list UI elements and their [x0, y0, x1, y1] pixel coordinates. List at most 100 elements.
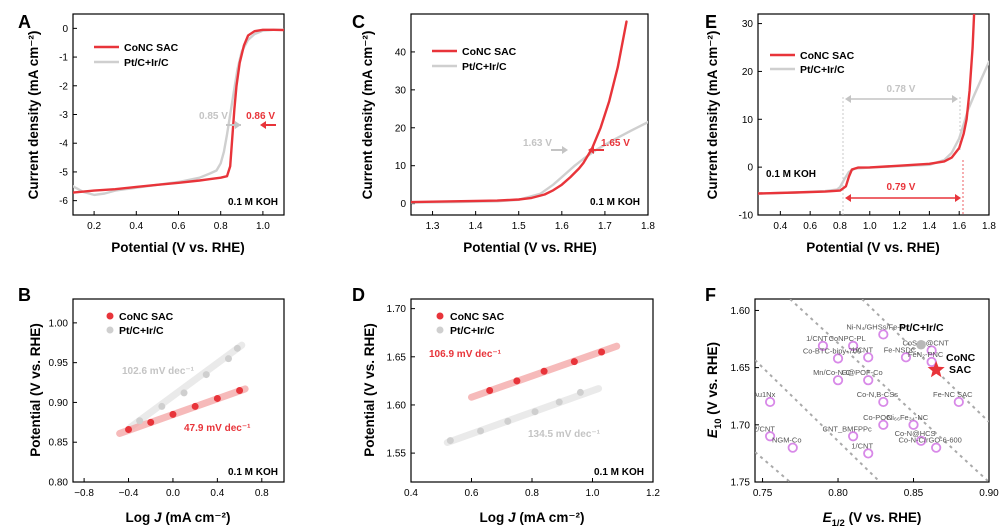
annotation-e12-ptc: 0.85 V: [199, 111, 228, 122]
x-tick-label: 1.2: [646, 488, 660, 499]
literature-label: Co-BTC-bipy-700: [803, 346, 861, 355]
electrolyte-label: 0.1 M KOH: [590, 197, 640, 208]
x-tick-label: 0.4: [210, 488, 224, 499]
y-tick-label: 1.65: [731, 363, 751, 374]
y-tick-label: -1: [59, 53, 68, 64]
panel-c: 1.3 1.4 1.5 1.6 1.7 1.8 0 10 20 30 40 CoNC SAC Pt/…: [360, 13, 655, 255]
literature-point: [817, 340, 829, 351]
y-axis-label: Potential (V vs. RHE): [362, 323, 377, 457]
y-tick-label: 0: [747, 163, 753, 174]
x-tick-label: 1.4: [922, 221, 936, 232]
conc-star-marker: [927, 360, 945, 378]
literature-label: 1/CNT: [806, 334, 828, 343]
axis-ticks: 0.2 0.4 0.6 0.8 1.0 -6 -5 -4 -3 -2 -1 0: [59, 24, 270, 232]
y-tick-label: 1.70: [387, 304, 407, 315]
arrow-head: [235, 121, 241, 129]
x-tick-label: −0.8: [74, 488, 94, 499]
series-line-conc: [758, 14, 976, 195]
x-tick-label: −0.4: [119, 488, 139, 499]
literature-point: [787, 442, 798, 453]
x-tick-label: 1.0: [586, 488, 600, 499]
diagonal-guide: [755, 359, 881, 482]
annotation-de-ptc: 0.78 V: [887, 84, 916, 95]
legend-label-ptc: Pt/C+Ir/C: [800, 64, 845, 76]
y-tick-label: 10: [395, 161, 407, 172]
fit-line: [127, 341, 246, 431]
fit-line: [116, 385, 249, 437]
label-ptc: Pt/C+Ir/C: [899, 322, 944, 334]
x-tick-label: 0.6: [803, 221, 817, 232]
legend-label-ptc: Pt/C+Ir/C: [462, 61, 507, 73]
y-axis-label: E10 (V vs. RHE): [705, 342, 724, 438]
x-axis-label-var: J: [154, 510, 162, 525]
y-tick-label: -6: [59, 196, 68, 207]
arrow-head: [955, 194, 961, 202]
tafel-slope-conc: 47.9 mV dec⁻¹: [184, 423, 251, 434]
legend-label-conc: CoNC SAC: [462, 46, 517, 58]
literature-label: Fe-NSDC: [884, 345, 917, 354]
legend-label-conc: CoNC SAC: [119, 311, 174, 323]
literature-label: Ni₆₆Fe₃₄-NC: [887, 413, 929, 422]
legend-label-ptc: Pt/C+Ir/C: [119, 325, 164, 337]
x-tick-label: 0.4: [773, 221, 787, 232]
x-axis-label-post: (V vs. RHE): [845, 510, 922, 525]
electrolyte-label: 0.1 M KOH: [766, 169, 816, 180]
x-tick-label: 0.2: [87, 221, 101, 232]
y-tick-label: 40: [395, 47, 407, 58]
series-line-conc: [411, 20, 628, 204]
plot-frame: [410, 13, 649, 216]
y-tick-label: 1.60: [731, 306, 751, 317]
data-point-conc: [125, 425, 133, 433]
literature-point: [764, 431, 776, 442]
axis-ticks: −0.8 −0.4 0.0 0.4 0.8 0.80 0.85 0.90 0.95 1.00: [49, 318, 270, 499]
y-tick-label: 1.00: [49, 318, 69, 329]
y-tick-label: -3: [59, 110, 68, 121]
x-tick-label: 1.6: [952, 221, 966, 232]
data-point-ptc: [180, 389, 188, 397]
y-tick-label: 0: [400, 199, 406, 210]
data-point-conc: [147, 418, 155, 426]
panel-d: 0.4 0.6 0.8 1.0 1.2 1.55 1.60 1.65 1.70 CoNC SAC…: [362, 298, 661, 525]
literature-point: [863, 352, 874, 363]
legend-label-ptc: Pt/C+Ir/C: [450, 325, 495, 337]
y-axis-label: Current density (mA cm⁻²): [705, 31, 720, 200]
literature-label: 1/CNT: [851, 345, 873, 354]
series-line-ptc: [73, 28, 284, 197]
arrow-head: [588, 146, 594, 154]
x-tick-label: 0.8: [214, 221, 228, 232]
arrow-head: [260, 121, 266, 129]
literature-label: 1/CNT: [851, 441, 873, 450]
data-point-conc: [513, 377, 521, 385]
literature-point: [878, 396, 889, 408]
tafel-marks: [443, 342, 621, 447]
plot-frame: [410, 298, 654, 483]
y-tick-label: 0.85: [49, 438, 69, 449]
literature-point: [926, 345, 937, 356]
literature-label: FeN₂-PNC: [908, 350, 944, 359]
x-axis-label: Potential (V vs. RHE): [111, 240, 245, 255]
y-tick-label: 1.65: [387, 352, 407, 363]
label-conc-text-line2: SAC: [949, 364, 972, 376]
x-tick-label: 0.85: [904, 488, 924, 499]
y-axis-label-sub: 10: [713, 418, 724, 429]
literature-label: Fe-NC SAC: [933, 390, 973, 399]
panel-a: 0.2 0.4 0.6 0.8 1.0 -6 -5 -4 -3 -2 -1 0 CoNC SAC Pt…: [26, 13, 285, 255]
x-tick-label: 1.8: [982, 221, 996, 232]
y-tick-label: 30: [742, 19, 754, 30]
panel-label-e: E: [705, 12, 717, 32]
literature-label: CoNPC-PL: [829, 334, 866, 343]
y-tick-label: -5: [59, 167, 68, 178]
panel-label-a: A: [18, 12, 31, 32]
axis-ticks: 0.4 0.6 0.8 1.0 1.2 1.55 1.60 1.65 1.70: [387, 304, 661, 499]
annotation-e12-conc: 0.86 V: [246, 111, 275, 122]
literature-label: Co-N@HCS: [895, 429, 936, 438]
data-point-conc: [486, 387, 494, 394]
x-axis-label: Log J (mA cm⁻²): [126, 510, 231, 525]
legend-label-ptc: Pt/C+Ir/C: [124, 57, 169, 69]
literature-label: Ni-N₄/GHSs/Fe-N₄: [846, 322, 908, 331]
literature-point: [908, 419, 919, 430]
literature-label: 2/CNT: [753, 424, 775, 433]
arrow-head: [562, 146, 568, 154]
y-tick-label: -2: [59, 81, 68, 92]
literature-label: CoSAs@CNT: [902, 338, 949, 347]
